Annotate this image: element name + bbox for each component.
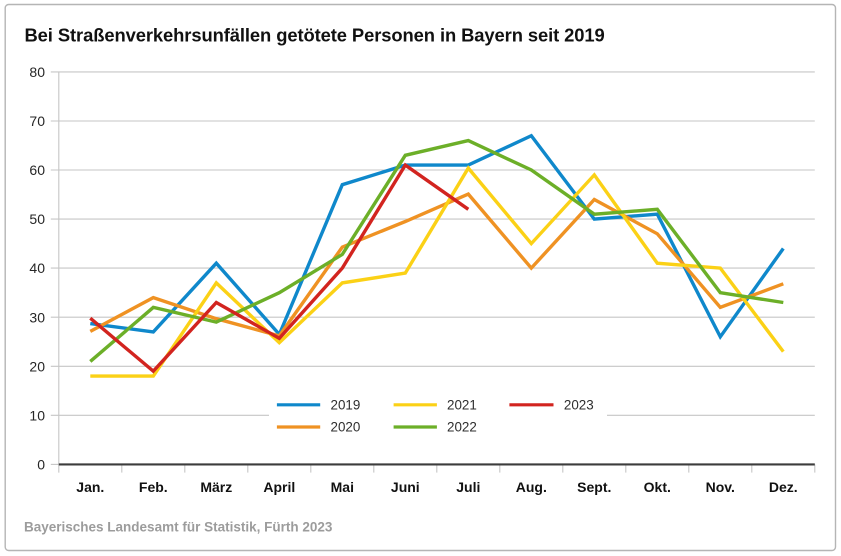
- svg-text:Juli: Juli: [456, 479, 480, 495]
- svg-text:50: 50: [29, 211, 45, 227]
- svg-text:40: 40: [29, 260, 45, 276]
- svg-text:Aug.: Aug.: [516, 479, 547, 495]
- svg-text:10: 10: [29, 407, 45, 423]
- svg-text:Feb.: Feb.: [139, 479, 168, 495]
- svg-text:Bei Straßenverkehrsunfällen ge: Bei Straßenverkehrsunfällen getötete Per…: [25, 24, 605, 45]
- svg-text:Jan.: Jan.: [76, 479, 104, 495]
- svg-text:80: 80: [29, 64, 45, 80]
- svg-text:70: 70: [29, 113, 45, 129]
- svg-text:Bayerisches Landesamt für Stat: Bayerisches Landesamt für Statistik, Für…: [24, 520, 333, 535]
- svg-text:2020: 2020: [331, 420, 361, 435]
- svg-text:2022: 2022: [447, 420, 477, 435]
- svg-text:Mai: Mai: [331, 479, 354, 495]
- svg-text:Juni: Juni: [391, 479, 420, 495]
- svg-text:60: 60: [29, 162, 45, 178]
- svg-text:0: 0: [37, 457, 45, 473]
- svg-text:30: 30: [29, 309, 45, 325]
- svg-text:April: April: [263, 479, 295, 495]
- svg-text:2023: 2023: [564, 397, 594, 412]
- svg-text:20: 20: [29, 358, 45, 374]
- svg-text:2019: 2019: [331, 397, 361, 412]
- svg-text:2021: 2021: [447, 397, 477, 412]
- svg-text:März: März: [200, 479, 232, 495]
- svg-text:Sept.: Sept.: [577, 479, 611, 495]
- svg-text:Okt.: Okt.: [644, 479, 671, 495]
- svg-text:Nov.: Nov.: [706, 479, 735, 495]
- svg-text:Dez.: Dez.: [769, 479, 798, 495]
